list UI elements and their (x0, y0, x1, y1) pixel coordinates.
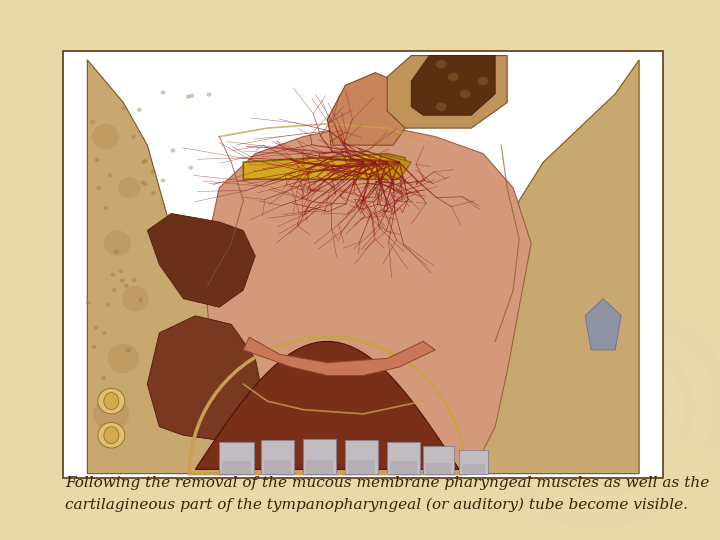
Ellipse shape (104, 427, 119, 444)
Ellipse shape (189, 165, 193, 170)
Ellipse shape (131, 135, 136, 139)
Ellipse shape (120, 279, 125, 283)
Ellipse shape (448, 72, 459, 81)
Polygon shape (243, 337, 435, 375)
Bar (348, 460, 375, 474)
Bar (306, 460, 333, 474)
Ellipse shape (94, 158, 99, 162)
Bar (390, 461, 417, 474)
Ellipse shape (436, 60, 446, 69)
Ellipse shape (186, 94, 191, 99)
Ellipse shape (124, 284, 129, 288)
Ellipse shape (106, 302, 111, 307)
Ellipse shape (119, 269, 124, 273)
Polygon shape (387, 56, 507, 128)
Ellipse shape (102, 331, 107, 335)
Ellipse shape (207, 92, 211, 97)
Ellipse shape (114, 249, 119, 254)
Polygon shape (207, 128, 531, 474)
Polygon shape (411, 56, 495, 116)
Polygon shape (465, 60, 639, 474)
Polygon shape (328, 73, 411, 145)
Ellipse shape (108, 173, 112, 178)
Ellipse shape (161, 178, 166, 183)
Ellipse shape (151, 170, 156, 174)
Ellipse shape (140, 180, 145, 185)
Ellipse shape (92, 124, 119, 150)
Bar (222, 461, 251, 474)
Polygon shape (375, 154, 411, 179)
Ellipse shape (171, 148, 175, 153)
Ellipse shape (91, 345, 96, 349)
Bar (261, 440, 294, 474)
Ellipse shape (86, 300, 91, 305)
Ellipse shape (153, 226, 158, 231)
Ellipse shape (98, 388, 125, 414)
Ellipse shape (96, 186, 102, 190)
Ellipse shape (104, 206, 108, 210)
Text: Following the removal of the mucous membrane pharyngeal muscles as well as the: Following the removal of the mucous memb… (65, 476, 709, 490)
Polygon shape (243, 154, 405, 179)
Ellipse shape (143, 158, 148, 163)
Ellipse shape (107, 343, 139, 373)
Ellipse shape (112, 288, 117, 292)
Ellipse shape (104, 393, 119, 410)
Ellipse shape (132, 278, 137, 282)
Ellipse shape (460, 90, 471, 98)
Bar (387, 442, 420, 474)
Ellipse shape (94, 326, 99, 330)
Ellipse shape (478, 77, 489, 85)
Ellipse shape (189, 93, 194, 98)
Ellipse shape (94, 397, 130, 431)
Ellipse shape (90, 120, 95, 124)
Ellipse shape (122, 286, 149, 312)
Ellipse shape (436, 103, 446, 111)
Ellipse shape (137, 107, 142, 112)
Polygon shape (195, 341, 459, 469)
Polygon shape (148, 316, 267, 444)
Text: cartilagineous part of the tympanopharyngeal (or auditory) tube become visible.: cartilagineous part of the tympanopharyn… (65, 497, 688, 512)
Ellipse shape (101, 376, 106, 380)
Bar (303, 438, 336, 474)
Ellipse shape (118, 177, 140, 199)
Polygon shape (148, 213, 256, 307)
Ellipse shape (111, 273, 115, 277)
Bar (346, 440, 378, 474)
Ellipse shape (151, 191, 156, 195)
Ellipse shape (98, 422, 125, 448)
Polygon shape (87, 60, 256, 474)
Bar (63, 51, 663, 478)
Polygon shape (585, 299, 621, 350)
Ellipse shape (161, 90, 166, 94)
Bar (220, 442, 254, 474)
Bar (462, 464, 485, 474)
Bar (423, 446, 454, 474)
Ellipse shape (126, 348, 130, 352)
Ellipse shape (141, 160, 146, 164)
Bar (459, 450, 488, 474)
Bar (426, 463, 451, 474)
Bar (264, 460, 292, 474)
Ellipse shape (104, 231, 131, 256)
Ellipse shape (121, 106, 126, 111)
Ellipse shape (143, 182, 148, 186)
Ellipse shape (138, 298, 143, 302)
